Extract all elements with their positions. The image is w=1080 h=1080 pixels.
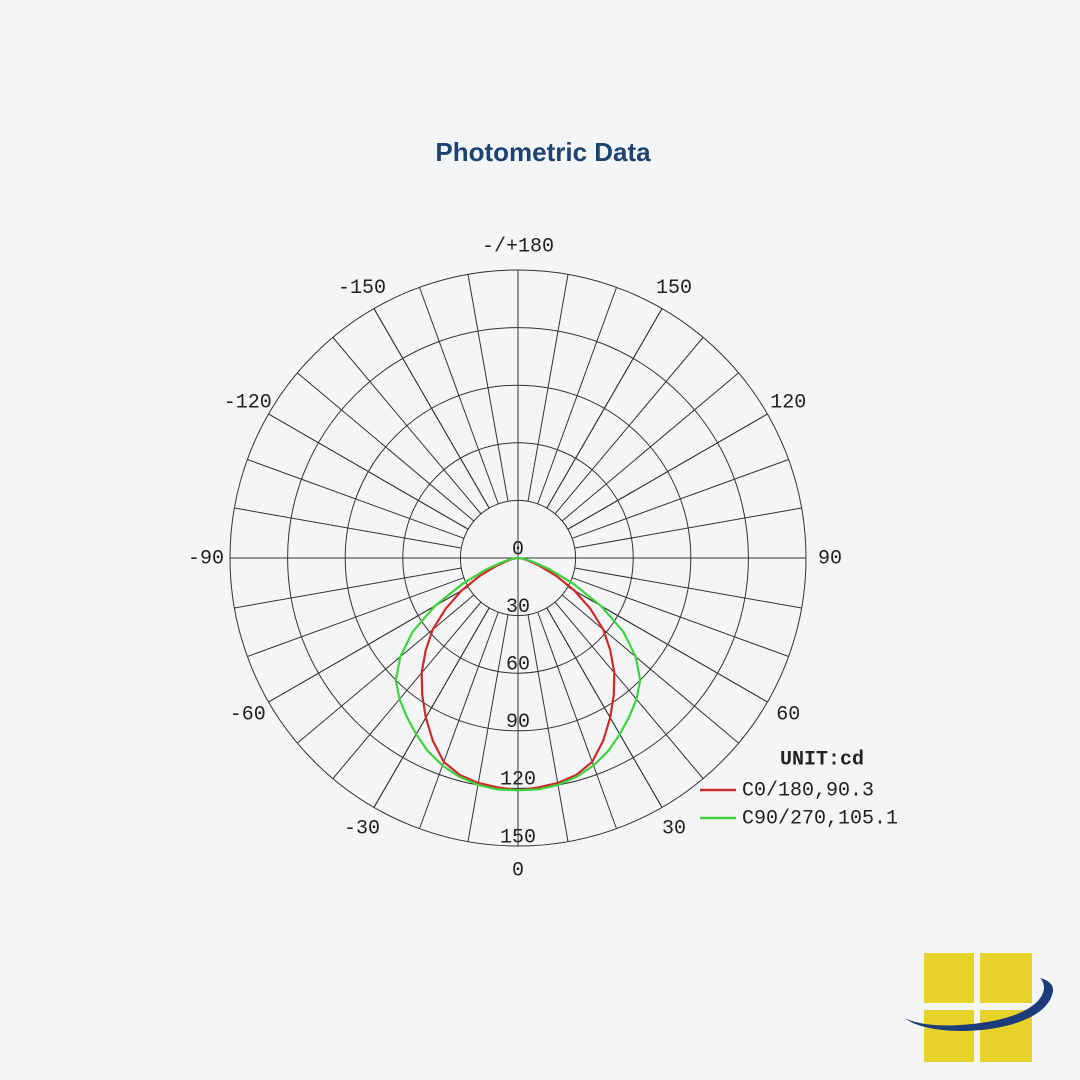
angle-tick-label: 120 (770, 391, 806, 414)
unit-label: UNIT:cd (780, 748, 864, 771)
spoke (567, 413, 768, 530)
angle-tick-label: -60 (230, 703, 266, 726)
angle-tick-label: 30 (662, 817, 686, 840)
spoke (373, 607, 490, 808)
angle-tick-label: -/+180 (482, 235, 554, 258)
angle-tick-label: -120 (224, 391, 272, 414)
angle-tick-label: 60 (776, 703, 800, 726)
angle-tick-label: 90 (818, 547, 842, 570)
legend-label: C0/180,90.3 (742, 779, 874, 802)
chart-title: Photometric Data (435, 137, 651, 167)
spoke (373, 308, 490, 509)
logo (905, 953, 1054, 1062)
angle-tick-label: -90 (188, 547, 224, 570)
spoke (268, 413, 469, 530)
spoke (546, 308, 663, 509)
angle-tick-label: -150 (338, 277, 386, 300)
series-line (394, 556, 642, 792)
spoke (546, 607, 663, 808)
angle-tick-label: -30 (344, 817, 380, 840)
angle-tick-label: 0 (512, 859, 524, 882)
legend-label: C90/270,105.1 (742, 807, 898, 830)
angle-tick-label: 150 (656, 277, 692, 300)
